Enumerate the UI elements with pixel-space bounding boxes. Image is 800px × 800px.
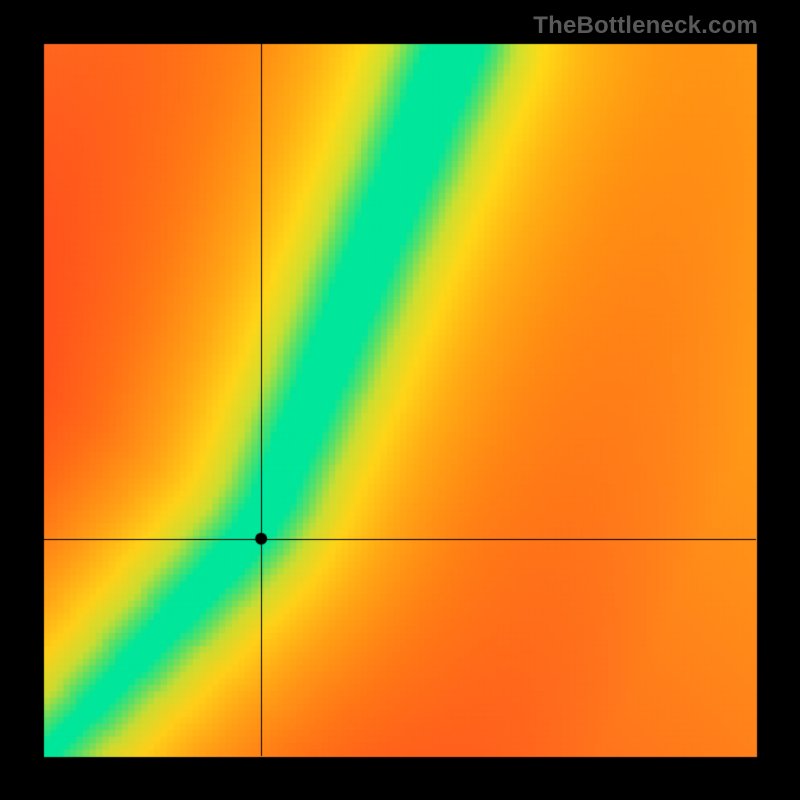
- bottleneck-heatmap: [0, 0, 800, 800]
- watermark-text: TheBottleneck.com: [533, 12, 758, 40]
- figure-container: TheBottleneck.com: [0, 0, 800, 800]
